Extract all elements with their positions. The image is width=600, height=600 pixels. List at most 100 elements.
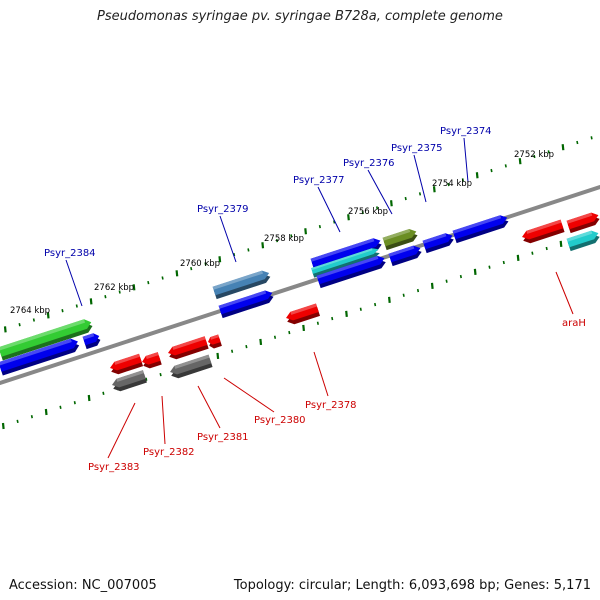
gene-psyr-2381[interactable] <box>167 336 209 361</box>
scale-tick-upper <box>304 228 307 235</box>
scale-tick-lower <box>388 296 391 304</box>
scale-tick-upper <box>318 224 321 229</box>
forward-leader-line <box>413 154 427 203</box>
scale-tick-lower <box>488 265 491 269</box>
scale-tick-lower <box>73 401 76 405</box>
gene-psyr-2383[interactable] <box>109 353 144 376</box>
map-title: Pseudomonas syringae pv. syringae B728a,… <box>97 9 503 24</box>
gene-arah[interactable] <box>521 219 565 245</box>
scale-tick-lower <box>44 408 48 416</box>
genome-summary: Topology: circular; Length: 6,093,698 bp… <box>233 578 591 593</box>
scale-tick-upper <box>347 214 350 221</box>
scale-tick-lower <box>331 316 334 321</box>
scale-tick-lower <box>402 293 405 297</box>
scale-tick-upper <box>104 295 107 299</box>
scale-tick-upper <box>132 284 136 291</box>
gene-psyr-2376[interactable] <box>382 227 419 251</box>
scale-tick-lower <box>374 302 377 307</box>
scale-tick-upper <box>18 323 21 327</box>
scale-tick-upper <box>75 304 78 308</box>
accession-text: Accession: NC_007005 <box>9 578 157 593</box>
gene-cyan-1[interactable] <box>311 246 381 278</box>
forward-gene-label[interactable]: Psyr_2376 <box>343 158 395 169</box>
gene-psyr-2382[interactable] <box>141 352 162 370</box>
scale-tick-lower <box>59 405 62 409</box>
scale-tick-lower <box>430 282 434 289</box>
forward-gene-label[interactable]: Psyr_2384 <box>44 248 96 259</box>
reverse-gene-label[interactable]: araH <box>562 318 586 329</box>
scale-tick-upper <box>490 168 493 173</box>
scale-tick-lower <box>16 419 19 424</box>
scale-tick-upper <box>518 158 522 165</box>
scale-tick-upper <box>475 172 479 179</box>
scale-tick-lower <box>502 260 505 265</box>
scale-label: 2762 kbp <box>94 283 134 293</box>
forward-leader-line <box>219 215 237 263</box>
scale-tick-lower <box>245 344 248 349</box>
scale-tick-lower <box>30 415 33 419</box>
gene-forward-1[interactable] <box>0 337 81 376</box>
reverse-gene-label[interactable]: Psyr_2378 <box>305 400 357 411</box>
scale-tick-upper <box>32 318 35 322</box>
gene-rrna-green[interactable] <box>0 317 94 361</box>
genome-backbone <box>0 185 600 385</box>
scale-tick-upper <box>576 140 579 145</box>
gene-psyr-2375[interactable] <box>422 231 456 254</box>
reverse-leader-line <box>313 351 329 397</box>
forward-gene-label[interactable]: Psyr_2379 <box>197 204 249 215</box>
scale-tick-lower <box>359 307 362 311</box>
reverse-gene-label[interactable]: Psyr_2381 <box>197 432 249 443</box>
gene-psyr-2374[interactable] <box>452 213 510 244</box>
scale-tick-upper <box>504 164 507 168</box>
reverse-gene-label[interactable]: Psyr_2382 <box>143 447 195 458</box>
scale-tick-lower <box>516 254 520 261</box>
gene-forward-4[interactable] <box>388 244 423 267</box>
scale-label: 2754 kbp <box>432 179 472 189</box>
scale-tick-upper <box>247 248 250 252</box>
gene-red-small[interactable] <box>207 334 222 349</box>
reverse-leader-line <box>197 385 221 429</box>
forward-leader-line <box>317 186 341 233</box>
gene-psyr-2380[interactable] <box>169 354 213 380</box>
scale-tick-lower <box>259 338 263 346</box>
forward-gene-label[interactable]: Psyr_2377 <box>293 175 345 186</box>
gene-steelblue[interactable] <box>212 269 272 300</box>
reverse-gene-label[interactable]: Psyr_2383 <box>88 462 140 473</box>
scale-tick-upper <box>461 178 464 182</box>
scale-tick-upper <box>275 238 279 243</box>
gene-gray-1[interactable] <box>111 370 147 393</box>
scale-tick-upper <box>261 242 265 249</box>
gene-cyan-2[interactable] <box>566 229 600 252</box>
scale-tick-upper <box>61 309 64 313</box>
scale-tick-upper <box>390 200 393 207</box>
gene-red-right[interactable] <box>566 211 600 234</box>
scale-tick-lower <box>288 330 291 335</box>
scale-label: 2756 kbp <box>348 207 388 217</box>
scale-tick-upper <box>447 182 450 187</box>
scale-tick-upper <box>404 196 407 201</box>
forward-gene-label[interactable]: Psyr_2375 <box>391 143 443 154</box>
scale-tick-lower <box>473 268 477 275</box>
scale-tick-upper <box>376 206 379 210</box>
scale-tick-lower <box>302 324 305 332</box>
scale-tick-lower <box>316 321 319 325</box>
gene-forward-2[interactable] <box>82 332 102 350</box>
scale-tick-lower <box>159 372 162 377</box>
reverse-leader-line <box>223 377 275 413</box>
scale-tick-upper <box>89 298 93 305</box>
scale-tick-lower <box>545 246 548 251</box>
gene-forward-3[interactable] <box>316 254 388 289</box>
scale-tick-upper <box>333 220 336 224</box>
scale-tick-lower <box>231 349 234 353</box>
gene-psyr-2379[interactable] <box>218 289 275 319</box>
reverse-leader-line <box>555 271 574 315</box>
scale-tick-lower <box>416 288 420 293</box>
scale-tick-upper <box>147 280 150 285</box>
forward-gene-label[interactable]: Psyr_2374 <box>440 126 492 137</box>
scale-tick-lower <box>87 394 91 402</box>
gene-psyr-2378[interactable] <box>285 303 321 326</box>
reverse-gene-label[interactable]: Psyr_2380 <box>254 415 306 426</box>
scale-tick-upper <box>290 234 293 238</box>
scale-tick-upper <box>533 154 536 159</box>
